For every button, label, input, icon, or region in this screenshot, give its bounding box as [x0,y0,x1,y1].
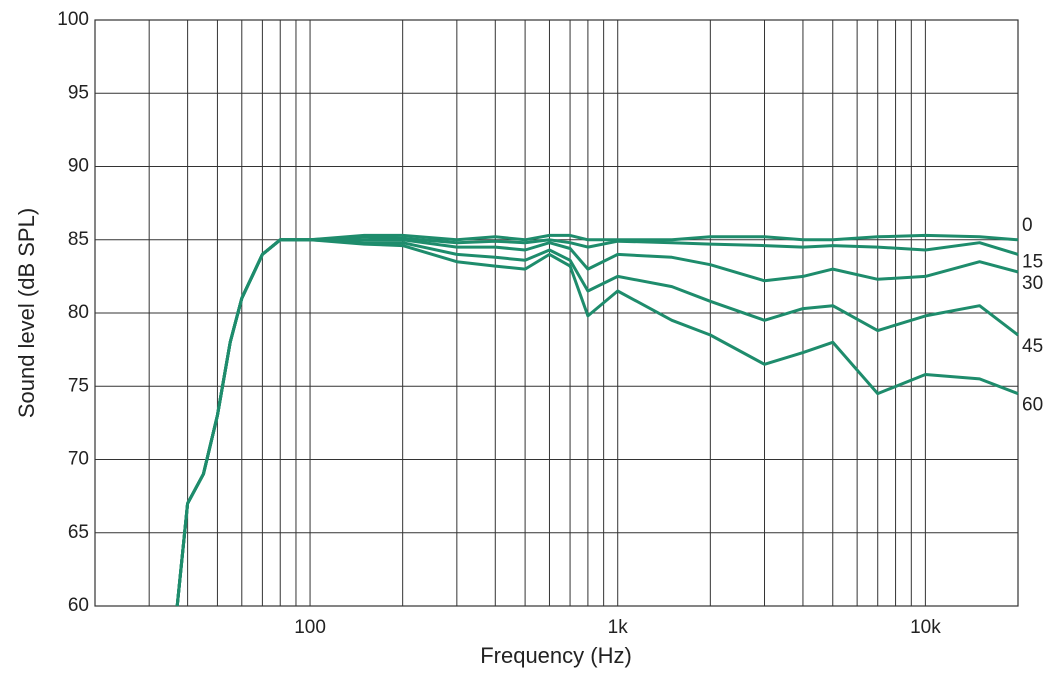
series-line [175,235,1019,607]
series-line [175,238,1019,607]
x-tick-label: 100 [294,617,326,638]
series-label: 0 [1022,215,1033,236]
y-tick-label: 70 [68,449,89,470]
y-tick-label: 75 [68,375,89,396]
y-tick-label: 95 [68,82,89,103]
series-label: 30 [1022,273,1043,294]
series-label: 45 [1022,336,1043,357]
series-label: 60 [1022,395,1043,416]
y-tick-label: 85 [68,229,89,250]
x-tick-label: 1k [608,617,629,638]
y-axis-label: Sound level (dB SPL) [14,208,39,418]
plot-frame [94,19,1019,607]
x-tick-label: 10k [910,617,941,638]
y-tick-label: 90 [68,156,89,177]
series-label: 15 [1022,251,1043,272]
x-axis-label: Frequency (Hz) [480,643,632,668]
series-line [175,233,1019,607]
y-tick-label: 65 [68,522,89,543]
series-line [175,238,1019,607]
series-line [175,238,1019,607]
y-tick-label: 80 [68,302,89,323]
y-tick-label: 100 [57,9,89,30]
y-tick-label: 60 [68,595,89,616]
